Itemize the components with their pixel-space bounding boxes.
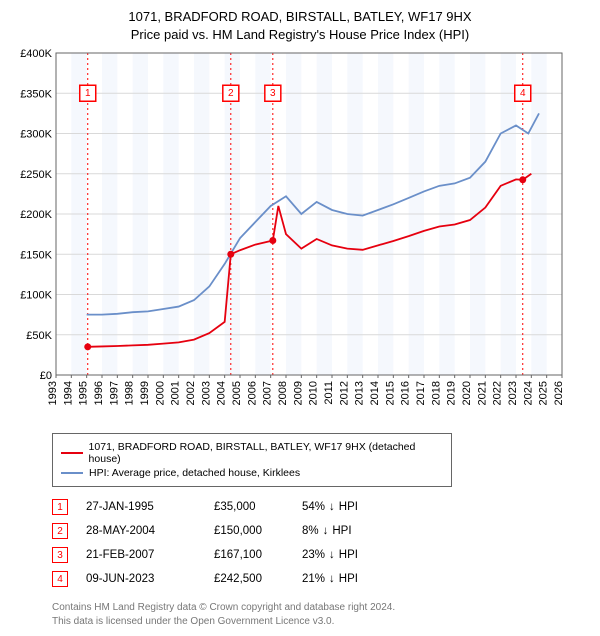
svg-text:2001: 2001 bbox=[170, 381, 182, 405]
transaction-marker: 2 bbox=[52, 523, 68, 539]
transaction-date: 21-FEB-2007 bbox=[86, 549, 196, 561]
legend-label: 1071, BRADFORD ROAD, BIRSTALL, BATLEY, W… bbox=[89, 441, 443, 465]
svg-text:2004: 2004 bbox=[216, 381, 228, 405]
svg-text:£150K: £150K bbox=[20, 249, 52, 261]
svg-text:2006: 2006 bbox=[246, 381, 258, 405]
transaction-price: £150,000 bbox=[214, 525, 284, 537]
legend-swatch bbox=[61, 452, 83, 454]
svg-text:4: 4 bbox=[520, 88, 526, 99]
legend-item: HPI: Average price, detached house, Kirk… bbox=[61, 466, 443, 480]
svg-text:2018: 2018 bbox=[430, 381, 442, 405]
svg-text:2021: 2021 bbox=[476, 381, 488, 405]
svg-text:2012: 2012 bbox=[338, 381, 350, 405]
arrow-down-icon: ↓ bbox=[323, 525, 329, 537]
transaction-diff: 8% ↓ HPI bbox=[302, 525, 352, 537]
svg-text:2005: 2005 bbox=[231, 381, 243, 405]
svg-text:1994: 1994 bbox=[62, 381, 74, 405]
svg-text:2019: 2019 bbox=[446, 381, 458, 405]
transaction-diff: 54% ↓ HPI bbox=[302, 501, 358, 513]
svg-text:2003: 2003 bbox=[200, 381, 212, 405]
footer-line: Contains HM Land Registry data © Crown c… bbox=[52, 601, 590, 615]
svg-text:2023: 2023 bbox=[507, 381, 519, 405]
transaction-date: 27-JAN-1995 bbox=[86, 501, 196, 513]
legend-item: 1071, BRADFORD ROAD, BIRSTALL, BATLEY, W… bbox=[61, 440, 443, 466]
svg-text:2025: 2025 bbox=[538, 381, 550, 405]
svg-text:£50K: £50K bbox=[26, 330, 52, 342]
chart-svg: £0 £50K £100K £150K £200K £250K £300K £350K £400… bbox=[10, 47, 570, 427]
svg-text:£300K: £300K bbox=[20, 129, 52, 141]
transaction-row: 2 28-MAY-2004 £150,000 8% ↓ HPI bbox=[52, 519, 590, 543]
svg-text:2013: 2013 bbox=[354, 381, 366, 405]
svg-text:1996: 1996 bbox=[93, 381, 105, 405]
svg-text:3: 3 bbox=[270, 88, 276, 99]
svg-text:1997: 1997 bbox=[108, 381, 120, 405]
legend-swatch bbox=[61, 472, 83, 474]
transaction-price: £35,000 bbox=[214, 501, 284, 513]
svg-text:£350K: £350K bbox=[20, 88, 52, 100]
arrow-down-icon: ↓ bbox=[329, 501, 335, 513]
transaction-price: £242,500 bbox=[214, 573, 284, 585]
transaction-marker: 4 bbox=[52, 571, 68, 587]
svg-text:1998: 1998 bbox=[124, 381, 136, 405]
chart-title: 1071, BRADFORD ROAD, BIRSTALL, BATLEY, W… bbox=[10, 8, 590, 43]
svg-text:1995: 1995 bbox=[78, 381, 90, 405]
svg-text:£400K: £400K bbox=[20, 48, 52, 60]
svg-text:2000: 2000 bbox=[154, 381, 166, 405]
svg-text:2017: 2017 bbox=[415, 381, 427, 405]
svg-text:£0: £0 bbox=[40, 370, 52, 382]
svg-text:2015: 2015 bbox=[384, 381, 396, 405]
svg-text:1999: 1999 bbox=[139, 381, 151, 405]
svg-text:2014: 2014 bbox=[369, 381, 381, 405]
transaction-row: 4 09-JUN-2023 £242,500 21% ↓ HPI bbox=[52, 567, 590, 591]
legend: 1071, BRADFORD ROAD, BIRSTALL, BATLEY, W… bbox=[52, 433, 452, 487]
svg-text:2022: 2022 bbox=[492, 381, 504, 405]
legend-label: HPI: Average price, detached house, Kirk… bbox=[89, 467, 300, 479]
svg-text:2024: 2024 bbox=[522, 381, 534, 405]
svg-text:2011: 2011 bbox=[323, 381, 335, 405]
svg-text:1: 1 bbox=[85, 88, 91, 99]
arrow-down-icon: ↓ bbox=[329, 573, 335, 585]
attribution: Contains HM Land Registry data © Crown c… bbox=[52, 601, 590, 628]
svg-text:£250K: £250K bbox=[20, 169, 52, 181]
svg-text:2008: 2008 bbox=[277, 381, 289, 405]
svg-text:2: 2 bbox=[228, 88, 234, 99]
svg-text:2002: 2002 bbox=[185, 381, 197, 405]
svg-text:2007: 2007 bbox=[262, 381, 274, 405]
svg-text:£100K: £100K bbox=[20, 290, 52, 302]
transaction-diff: 21% ↓ HPI bbox=[302, 573, 358, 585]
title-line1: 1071, BRADFORD ROAD, BIRSTALL, BATLEY, W… bbox=[10, 8, 590, 26]
transactions-table: 1 27-JAN-1995 £35,000 54% ↓ HPI 2 28-MAY-2004… bbox=[52, 495, 590, 591]
transaction-price: £167,100 bbox=[214, 549, 284, 561]
transaction-diff: 23% ↓ HPI bbox=[302, 549, 358, 561]
transaction-date: 09-JUN-2023 bbox=[86, 573, 196, 585]
chart: £0 £50K £100K £150K £200K £250K £300K £350K £400… bbox=[10, 47, 590, 427]
arrow-down-icon: ↓ bbox=[329, 549, 335, 561]
footer-line: This data is licensed under the Open Gov… bbox=[52, 615, 590, 629]
title-line2: Price paid vs. HM Land Registry's House … bbox=[10, 26, 590, 44]
transaction-marker: 3 bbox=[52, 547, 68, 563]
svg-text:2026: 2026 bbox=[553, 381, 565, 405]
svg-text:2010: 2010 bbox=[308, 381, 320, 405]
transaction-row: 1 27-JAN-1995 £35,000 54% ↓ HPI bbox=[52, 495, 590, 519]
transaction-date: 28-MAY-2004 bbox=[86, 525, 196, 537]
transaction-row: 3 21-FEB-2007 £167,100 23% ↓ HPI bbox=[52, 543, 590, 567]
svg-text:£200K: £200K bbox=[20, 209, 52, 221]
svg-text:1993: 1993 bbox=[47, 381, 59, 405]
svg-text:2016: 2016 bbox=[400, 381, 412, 405]
svg-text:2009: 2009 bbox=[292, 381, 304, 405]
svg-text:2020: 2020 bbox=[461, 381, 473, 405]
transaction-marker: 1 bbox=[52, 499, 68, 515]
